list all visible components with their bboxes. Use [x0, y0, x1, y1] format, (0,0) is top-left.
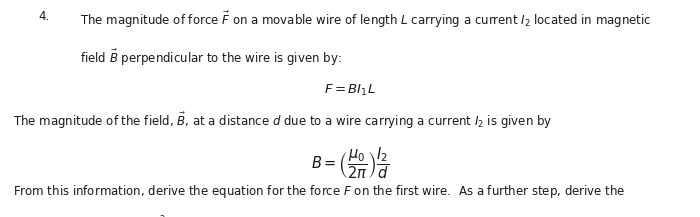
Text: The magnitude of force $\vec{F}$ on a movable wire of length $L$ carrying a curr: The magnitude of force $\vec{F}$ on a mo… [80, 10, 652, 30]
Text: field $\vec{B}$ perpendicular to the wire is given by:: field $\vec{B}$ perpendicular to the wir… [80, 48, 342, 68]
Text: The magnitude of the field, $\vec{B}$, at a distance $d$ due to a wire carrying : The magnitude of the field, $\vec{B}$, a… [13, 111, 552, 131]
Text: 4.: 4. [38, 10, 50, 23]
Text: expression relating $F$ to $I^2$ (Equation 2).: expression relating $F$ to $I^2$ (Equati… [13, 215, 246, 217]
Text: $F = BI_1L$: $F = BI_1L$ [324, 82, 376, 98]
Text: From this information, derive the equation for the force $F$ on the first wire. : From this information, derive the equati… [13, 183, 625, 200]
Text: $B = \left(\dfrac{\mu_0}{2\pi}\right)\dfrac{I_2}{d}$: $B = \left(\dfrac{\mu_0}{2\pi}\right)\df… [311, 145, 389, 181]
